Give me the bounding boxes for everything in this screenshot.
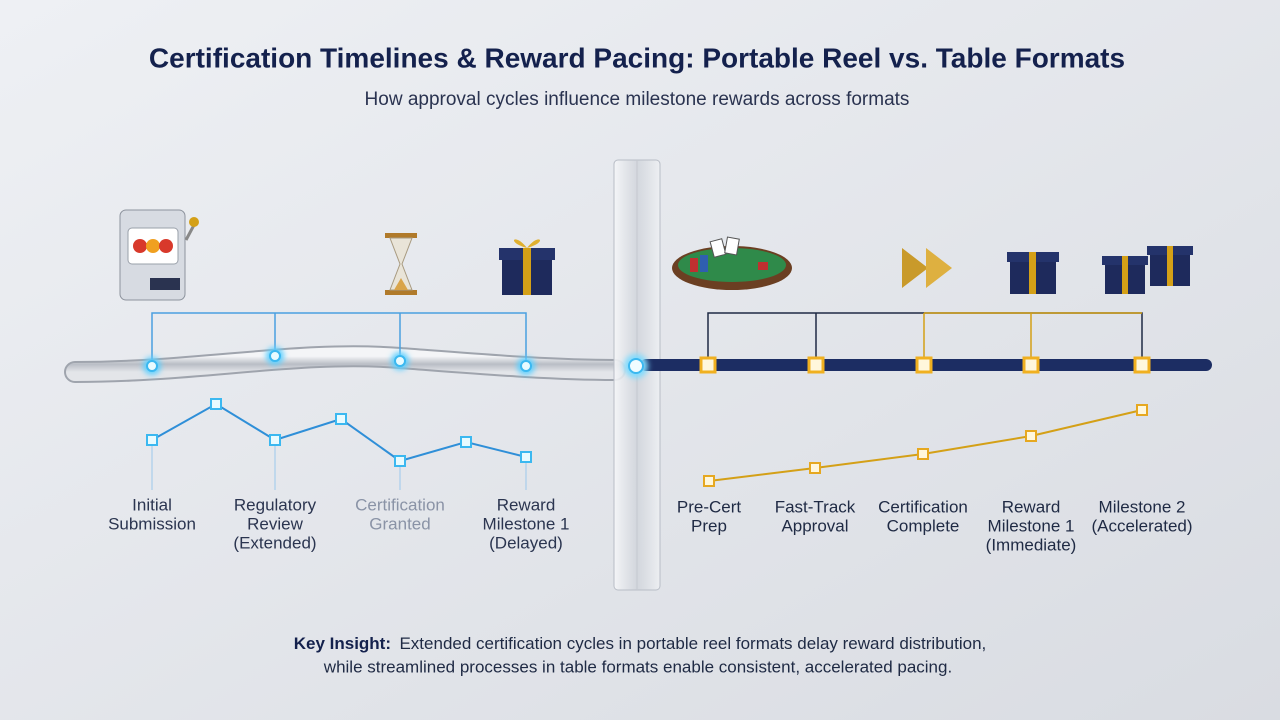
subtitle: How approval cycles influence milestone … bbox=[365, 89, 910, 110]
insight-line-1: Key Insight: Extended certification cycl… bbox=[294, 634, 987, 653]
junction-node bbox=[628, 358, 644, 374]
left-step-label: Submission bbox=[108, 514, 196, 533]
left-step-label: Reward bbox=[497, 495, 556, 514]
right-step-label: Certification bbox=[878, 497, 968, 516]
right-step-label: (Accelerated) bbox=[1091, 516, 1192, 535]
right-step-label: Pre-Cert bbox=[677, 497, 742, 516]
left-step-label: Milestone 1 bbox=[483, 514, 570, 533]
fast-forward-icon bbox=[902, 248, 952, 288]
left-step-label: (Delayed) bbox=[489, 533, 563, 552]
right-step-label: (Immediate) bbox=[986, 535, 1077, 554]
poker-table-icon bbox=[672, 236, 792, 290]
left-nodes bbox=[143, 347, 535, 375]
left-step-label: (Extended) bbox=[233, 533, 316, 552]
right-step-label: Approval bbox=[781, 516, 848, 535]
right-step-label: Reward bbox=[1002, 497, 1061, 516]
left-step-label: Certification bbox=[355, 495, 445, 514]
right-nodes bbox=[699, 356, 1151, 374]
right-pacing-line bbox=[703, 404, 1148, 487]
gift-icons bbox=[1007, 246, 1193, 294]
gift-icon bbox=[499, 239, 555, 295]
right-step-label: Milestone 1 bbox=[988, 516, 1075, 535]
right-step-label: Fast-Track bbox=[775, 497, 856, 516]
hourglass-icon bbox=[385, 233, 417, 295]
left-step-label: Regulatory bbox=[234, 495, 317, 514]
insight-label: Key Insight: bbox=[294, 634, 391, 653]
right-bracket-gold bbox=[923, 312, 1142, 360]
right-step-label: Milestone 2 bbox=[1099, 497, 1186, 516]
right-step-label: Prep bbox=[691, 516, 727, 535]
left-pacing-line bbox=[146, 398, 532, 490]
insight-text: Extended certification cycles in portabl… bbox=[399, 634, 986, 653]
title: Certification Timelines & Reward Pacing:… bbox=[149, 42, 1125, 73]
slot-machine-icon bbox=[119, 209, 199, 301]
silver-track-face bbox=[66, 347, 624, 381]
right-step-label: Complete bbox=[887, 516, 960, 535]
left-step-label: Granted bbox=[369, 514, 430, 533]
left-step-label: Review bbox=[247, 514, 303, 533]
insight-line-2: while streamlined processes in table for… bbox=[323, 657, 952, 676]
left-step-label: Initial bbox=[132, 495, 172, 514]
